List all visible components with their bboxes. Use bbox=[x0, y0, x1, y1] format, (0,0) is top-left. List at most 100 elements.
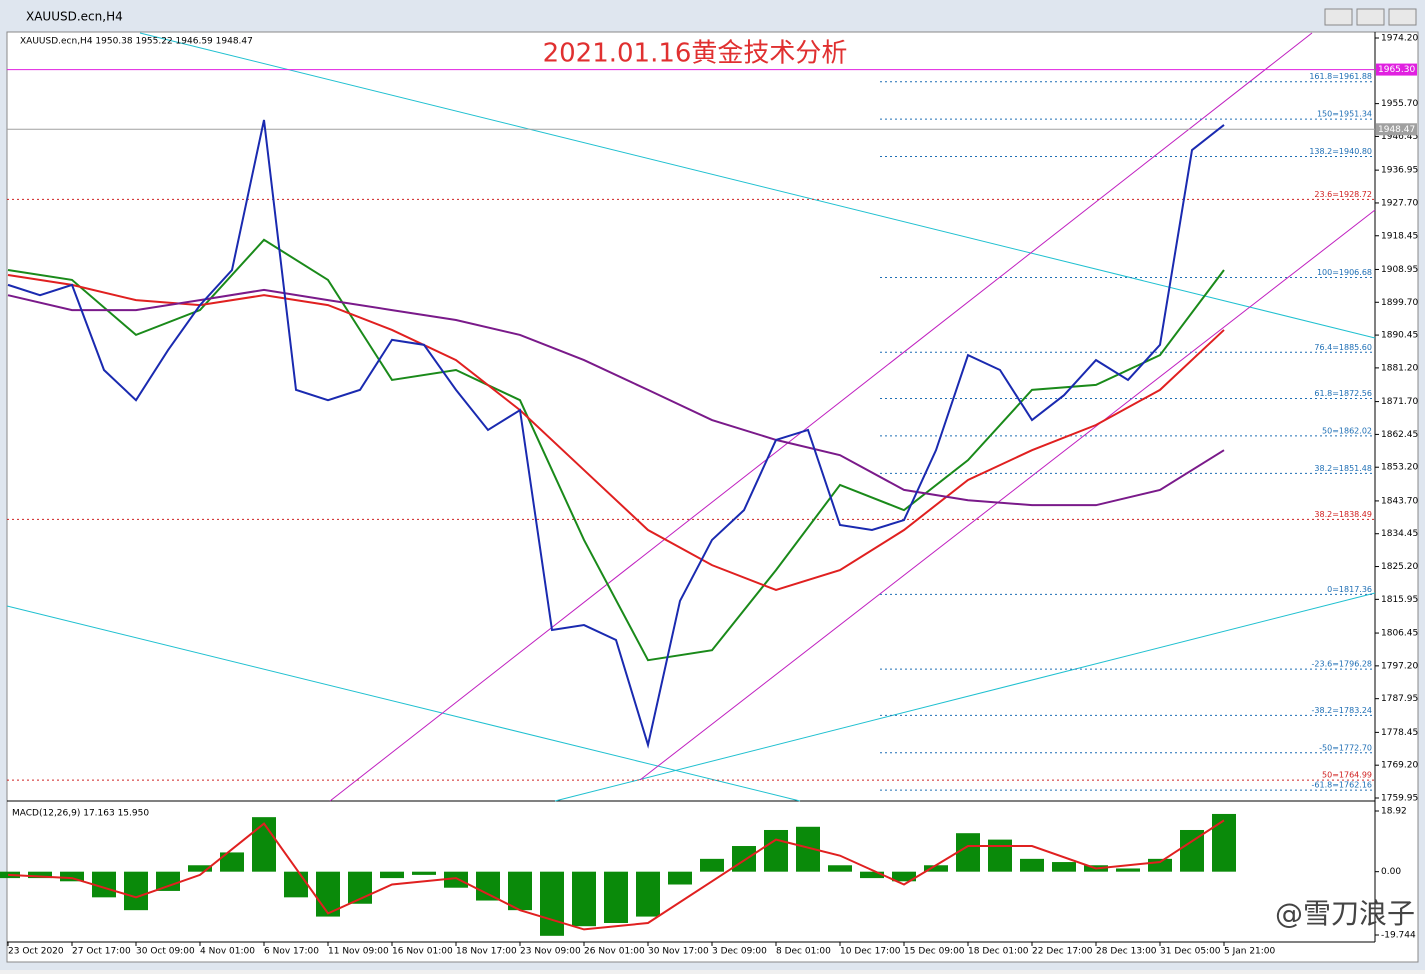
x-tick-label: 23 Nov 09:00 bbox=[520, 947, 581, 957]
macd-label: MACD(12,26,9) 17.163 15.950 bbox=[12, 809, 149, 819]
y-tick-label: 1881.20 bbox=[1381, 363, 1418, 373]
level-label: -50=1772.70 bbox=[1319, 743, 1372, 752]
macd-bar bbox=[412, 871, 436, 875]
restore-button[interactable] bbox=[1356, 8, 1385, 26]
x-tick-label: 15 Dec 09:00 bbox=[904, 947, 965, 957]
level-label: 50=1862.02 bbox=[1322, 426, 1372, 435]
y-tick-label: 1834.45 bbox=[1381, 529, 1418, 539]
y-tick-label: 1806.45 bbox=[1381, 629, 1418, 639]
macd-bar bbox=[540, 871, 564, 936]
y-tick-label: 1853.20 bbox=[1381, 463, 1418, 473]
macd-bar bbox=[924, 865, 948, 872]
macd-bar bbox=[1212, 813, 1236, 872]
y2-tick-label: 18.92 bbox=[1381, 807, 1407, 817]
y-tick-label: 1899.70 bbox=[1381, 298, 1418, 308]
y2-tick-label: 0.00 bbox=[1381, 867, 1401, 877]
level-label: 138.2=1940.80 bbox=[1309, 147, 1372, 156]
macd-bar bbox=[1052, 862, 1076, 872]
macd-bar bbox=[764, 829, 788, 872]
y-tick-label: 1797.20 bbox=[1381, 661, 1418, 671]
macd-bar bbox=[700, 858, 724, 872]
level-label: 76.4=1885.60 bbox=[1314, 343, 1372, 352]
level-label: 38.2=1851.48 bbox=[1314, 464, 1372, 473]
y-tick-label: 1927.70 bbox=[1381, 198, 1418, 208]
macd-bar bbox=[604, 871, 628, 923]
y-tick-label: 1890.45 bbox=[1381, 331, 1418, 341]
macd-bar bbox=[956, 833, 980, 872]
macd-bar bbox=[988, 839, 1012, 872]
y-tick-label: 1862.45 bbox=[1381, 430, 1418, 440]
x-tick-label: 5 Jan 21:00 bbox=[1224, 947, 1276, 957]
x-tick-label: 8 Dec 01:00 bbox=[776, 947, 831, 957]
macd-bar bbox=[252, 817, 276, 872]
macd-bar bbox=[380, 871, 404, 879]
macd-bar bbox=[668, 871, 692, 885]
x-tick-label: 28 Dec 13:00 bbox=[1096, 947, 1157, 957]
y2-tick-label: -19.744 bbox=[1381, 931, 1416, 941]
level-label: 23.6=1928.72 bbox=[1314, 190, 1372, 199]
marker-label: 1965.30 bbox=[1378, 65, 1415, 75]
macd-signal bbox=[7, 819, 1225, 931]
macd-bar bbox=[1020, 858, 1044, 872]
x-tick-label: 18 Dec 01:00 bbox=[968, 947, 1029, 957]
y-tick-label: 1871.70 bbox=[1381, 397, 1418, 407]
level-label: 0=1817.36 bbox=[1327, 585, 1372, 594]
level-label: 50=1764.99 bbox=[1322, 771, 1372, 780]
y-tick-label: 1918.45 bbox=[1381, 231, 1418, 241]
macd-bar bbox=[508, 871, 532, 911]
marker-label: 1948.47 bbox=[1378, 125, 1415, 135]
minimize-button[interactable] bbox=[1324, 8, 1353, 26]
macd-bar bbox=[732, 846, 756, 872]
x-tick-label: 26 Nov 01:00 bbox=[584, 947, 645, 957]
x-tick-label: 27 Oct 17:00 bbox=[72, 947, 131, 957]
macd-bar bbox=[444, 871, 468, 888]
marker-box bbox=[1376, 63, 1417, 76]
level-label: -61.8=1762.16 bbox=[1312, 781, 1372, 790]
macd-bar bbox=[828, 865, 852, 872]
level-label: 100=1906.68 bbox=[1317, 268, 1372, 277]
macd-bar bbox=[156, 871, 180, 891]
macd-bar bbox=[476, 871, 500, 901]
macd-bar bbox=[1116, 868, 1140, 872]
y-tick-label: 1825.20 bbox=[1381, 562, 1418, 572]
x-tick-label: 30 Nov 17:00 bbox=[648, 947, 709, 957]
moving-average bbox=[7, 273, 1225, 592]
chart-area bbox=[6, 31, 1419, 963]
x-tick-label: 18 Nov 17:00 bbox=[456, 947, 517, 957]
y-tick-label: 1815.95 bbox=[1381, 595, 1418, 605]
window-title: XAUUSD.ecn,H4 bbox=[26, 10, 123, 24]
macd-bar bbox=[60, 871, 84, 882]
level-label: 161.8=1961.88 bbox=[1309, 72, 1372, 81]
x-tick-label: 30 Oct 09:00 bbox=[136, 947, 195, 957]
marker-box bbox=[1376, 123, 1417, 136]
price-line bbox=[7, 119, 1225, 749]
close-button[interactable] bbox=[1388, 8, 1417, 26]
level-label: 38.2=1838.49 bbox=[1314, 510, 1372, 519]
y-tick-label: 1759.95 bbox=[1381, 794, 1418, 804]
macd-bar bbox=[892, 871, 916, 882]
level-label: 61.8=1872.56 bbox=[1314, 389, 1372, 398]
macd-bar bbox=[28, 871, 52, 879]
x-tick-label: 6 Nov 17:00 bbox=[264, 947, 319, 957]
y-tick-label: 1908.95 bbox=[1381, 265, 1418, 275]
moving-average bbox=[7, 288, 1225, 507]
macd-bar bbox=[572, 871, 596, 927]
x-tick-label: 16 Nov 01:00 bbox=[392, 947, 453, 957]
macd-bar bbox=[124, 871, 148, 911]
x-tick-label: 11 Nov 09:00 bbox=[328, 947, 389, 957]
y-tick-label: 1787.95 bbox=[1381, 694, 1418, 704]
x-tick-label: 22 Dec 17:00 bbox=[1032, 947, 1093, 957]
macd-bar bbox=[636, 871, 660, 917]
y-tick-label: 1974.20 bbox=[1381, 34, 1418, 44]
macd-bar bbox=[220, 852, 244, 872]
level-label: 150=1951.34 bbox=[1317, 110, 1372, 119]
x-tick-label: 10 Dec 17:00 bbox=[840, 947, 901, 957]
y-tick-label: 1955.70 bbox=[1381, 99, 1418, 109]
y-tick-label: 1778.45 bbox=[1381, 728, 1418, 738]
y-tick-label: 1843.70 bbox=[1381, 496, 1418, 506]
chart-title: 2021.01.16黄金技术分析 bbox=[543, 39, 848, 69]
level-label: -23.6=1796.28 bbox=[1312, 660, 1372, 669]
y-tick-label: 1946.45 bbox=[1381, 132, 1418, 142]
x-tick-label: 3 Dec 09:00 bbox=[712, 947, 767, 957]
